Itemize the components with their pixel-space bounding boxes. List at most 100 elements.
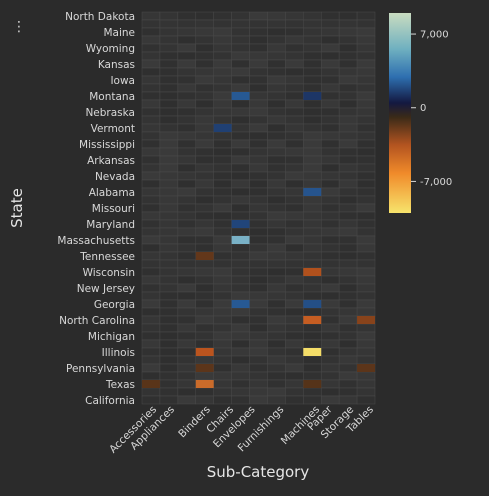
- heatmap-cell: [303, 339, 322, 349]
- heatmap-cell: [195, 211, 214, 221]
- heatmap-cell: [338, 299, 358, 309]
- heatmap-cell: [320, 75, 340, 85]
- heatmap-cell: [338, 11, 358, 21]
- heatmap-cell: [141, 331, 161, 341]
- heatmap-cell: [213, 107, 232, 117]
- heatmap-cell: [356, 371, 376, 381]
- heatmap-cell: [177, 323, 197, 333]
- heatmap-cell: [338, 323, 358, 333]
- heatmap-cell: [338, 123, 358, 133]
- heatmap-cell: [249, 99, 268, 109]
- heatmap-cell: [320, 227, 340, 237]
- heatmap-cell: [303, 131, 322, 141]
- heatmap-cell: [303, 147, 322, 157]
- heatmap-cell: [320, 259, 340, 269]
- x-axis-title: Sub-Category: [207, 463, 310, 481]
- heatmap-cell: [285, 163, 304, 173]
- heatmap-cell: [213, 291, 232, 301]
- heatmap-cell: [231, 59, 250, 69]
- heatmap-cell-north-carolina-tables: [357, 316, 375, 324]
- heatmap-cell: [356, 179, 376, 189]
- heatmap-cell: [213, 59, 232, 69]
- heatmap-cell: [141, 51, 161, 61]
- heatmap-cell: [303, 35, 322, 45]
- heatmap-cell: [159, 355, 179, 365]
- heatmap-cell: [141, 275, 161, 285]
- heatmap-cell: [267, 307, 286, 317]
- heatmap-cell: [356, 147, 376, 157]
- heatmap-cell: [213, 179, 232, 189]
- heatmap-cell: [159, 19, 179, 29]
- heatmap-cell: [177, 235, 197, 245]
- heatmap-cell: [231, 107, 250, 117]
- heatmap-cell: [177, 203, 197, 213]
- heatmap-cell-pennsylvania-binders: [195, 364, 214, 372]
- heatmap-cell: [267, 363, 286, 373]
- heatmap-cell: [159, 187, 179, 197]
- heatmap-cell: [303, 67, 322, 77]
- heatmap-cell: [249, 251, 268, 261]
- heatmap-cell: [267, 259, 286, 269]
- heatmap-cell: [285, 131, 304, 141]
- heatmap-cell: [356, 35, 376, 45]
- heatmap-cell: [285, 387, 304, 397]
- y-tick-label: California: [85, 395, 135, 407]
- heatmap-cell: [195, 291, 214, 301]
- heatmap-cell: [249, 235, 268, 245]
- heatmap-cell: [195, 139, 214, 149]
- y-tick-label: Missouri: [92, 203, 135, 215]
- heatmap-cell: [303, 227, 322, 237]
- heatmap-cell: [141, 283, 161, 293]
- heatmap-cell: [177, 19, 197, 29]
- heatmap-cell: [141, 259, 161, 269]
- heatmap-cell: [338, 43, 358, 53]
- heatmap-cell: [267, 251, 286, 261]
- heatmap-cell: [267, 219, 286, 229]
- heatmap-cell: [338, 107, 358, 117]
- heatmap-cell: [177, 187, 197, 197]
- heatmap-cell: [285, 147, 304, 157]
- x-tick-label: Binders: [176, 404, 213, 441]
- heatmap-cell: [231, 115, 250, 125]
- heatmap-cell: [285, 315, 304, 325]
- heatmap-cell: [303, 139, 322, 149]
- heatmap-cell: [249, 291, 268, 301]
- heatmap-cell: [303, 363, 322, 373]
- heatmap-cell: [249, 83, 268, 93]
- heatmap-cell: [285, 299, 304, 309]
- heatmap-cell: [320, 179, 340, 189]
- y-tick-label: Kansas: [98, 59, 135, 71]
- y-tick-label: Tennessee: [79, 251, 135, 263]
- heatmap-cell: [195, 155, 214, 165]
- heatmap-cell: [231, 67, 250, 77]
- heatmap-cell: [320, 99, 340, 109]
- heatmap-cell: [195, 387, 214, 397]
- heatmap-cell: [177, 155, 197, 165]
- heatmap-cell: [285, 291, 304, 301]
- y-tick-label: North Carolina: [59, 315, 135, 327]
- heatmap-cell: [356, 203, 376, 213]
- heatmap-cell: [141, 315, 161, 325]
- y-tick-label: Alabama: [89, 187, 135, 199]
- heatmap-cell: [267, 291, 286, 301]
- heatmap-cell: [195, 371, 214, 381]
- heatmap-cell: [195, 163, 214, 173]
- heatmap-cell: [213, 363, 232, 373]
- heatmap-cell: [159, 299, 179, 309]
- heatmap-cell: [356, 59, 376, 69]
- heatmap-cell: [177, 211, 197, 221]
- heatmap-cell: [213, 147, 232, 157]
- heatmap-cell: [141, 163, 161, 173]
- heatmap-cell: [267, 83, 286, 93]
- heatmap-cell: [338, 171, 358, 181]
- heatmap-cell-georgia-machines: [303, 300, 322, 308]
- heatmap-cell: [338, 355, 358, 365]
- heatmap-cell: [213, 275, 232, 285]
- heatmap-cell: [338, 27, 358, 37]
- heatmap-cell: [213, 35, 232, 45]
- heatmap-cell: [141, 395, 161, 405]
- heatmap-cell: [249, 219, 268, 229]
- heatmap-cell: [159, 331, 179, 341]
- heatmap-cell: [141, 227, 161, 237]
- heatmap-cell: [195, 323, 214, 333]
